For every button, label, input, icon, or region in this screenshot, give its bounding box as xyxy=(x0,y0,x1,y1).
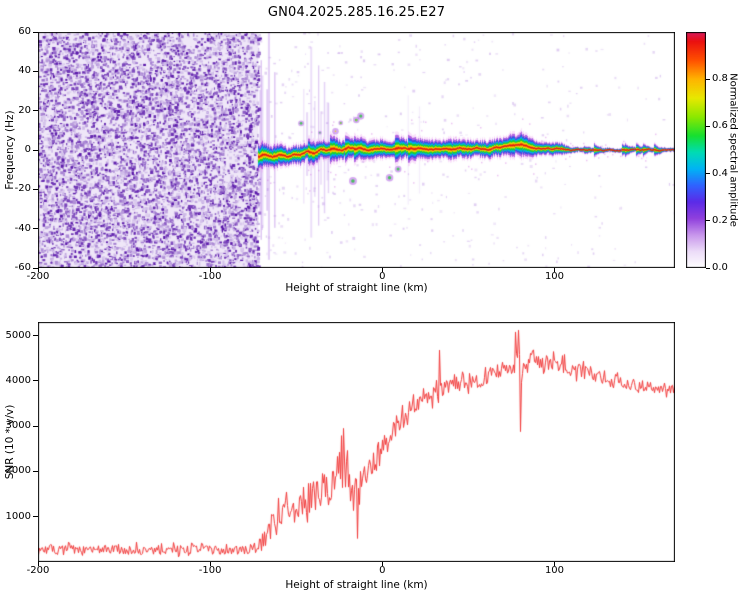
colorbar xyxy=(686,32,706,268)
colorbar-tick-label: 0.2 xyxy=(712,214,728,226)
tick-mark xyxy=(33,267,38,269)
tick-mark xyxy=(381,268,383,272)
tick-mark xyxy=(209,268,211,272)
spectrogram-ytick-label: 60 xyxy=(18,26,31,37)
tick-mark xyxy=(33,470,38,472)
spectrogram-xlabel: Height of straight line (km) xyxy=(285,282,428,294)
snr-xtick-label: -200 xyxy=(26,565,50,576)
tick-mark xyxy=(381,562,383,566)
snr-xtick-label: -100 xyxy=(198,565,222,576)
colorbar-label: Normalized spectral amplitude xyxy=(727,73,739,227)
snr-xtick-label: 100 xyxy=(544,565,565,576)
spectrogram-ytick-label: 20 xyxy=(18,104,31,116)
tick-mark xyxy=(706,173,710,175)
snr-xlabel: Height of straight line (km) xyxy=(285,579,428,591)
snr-ytick-label: 3000 xyxy=(5,420,31,432)
snr-ytick-label: 5000 xyxy=(5,329,31,341)
spectrogram-ytick-label: -40 xyxy=(14,222,31,234)
spectrogram-xtick-label: -100 xyxy=(198,271,222,282)
spectrogram-canvas xyxy=(38,32,675,268)
tick-mark xyxy=(33,380,38,382)
tick-mark xyxy=(37,562,39,566)
spectrogram-xtick-label: 100 xyxy=(544,271,565,282)
snr-ytick-label: 4000 xyxy=(5,374,31,386)
tick-mark xyxy=(553,562,555,566)
spectrogram-ytick-label: -60 xyxy=(14,262,31,273)
figure-title: GN04.2025.285.16.25.E27 xyxy=(267,5,446,20)
tick-mark xyxy=(33,70,38,72)
tick-mark xyxy=(553,268,555,272)
snr-xtick-label: 0 xyxy=(379,565,386,576)
tick-mark xyxy=(706,220,710,222)
spectrogram-ytick-label: 40 xyxy=(18,65,31,77)
tick-mark xyxy=(706,125,710,127)
tick-mark xyxy=(33,335,38,337)
snr-ytick-label: 1000 xyxy=(5,510,31,522)
tick-mark xyxy=(33,228,38,230)
tick-mark xyxy=(33,188,38,190)
tick-mark xyxy=(33,110,38,112)
spectrogram-xtick-label: -200 xyxy=(26,271,50,282)
tick-mark xyxy=(706,267,710,269)
tick-mark xyxy=(706,78,710,80)
tick-mark xyxy=(33,31,38,33)
tick-mark xyxy=(33,425,38,427)
spectrogram-ytick-label: -20 xyxy=(14,183,31,195)
spectrogram-ytick-label: 0 xyxy=(24,144,31,155)
spectrogram-xtick-label: 0 xyxy=(379,271,386,282)
colorbar-tick-label: 0.4 xyxy=(712,167,728,179)
snr-line-canvas xyxy=(38,322,675,562)
tick-mark xyxy=(37,268,39,272)
snr-ytick-label: 2000 xyxy=(5,465,31,477)
tick-mark xyxy=(33,516,38,518)
colorbar-tick-label: 0.8 xyxy=(712,73,728,85)
colorbar-tick-label: 0.0 xyxy=(712,262,728,273)
colorbar-tick-label: 0.6 xyxy=(712,120,728,132)
tick-mark xyxy=(33,149,38,151)
tick-mark xyxy=(209,562,211,566)
